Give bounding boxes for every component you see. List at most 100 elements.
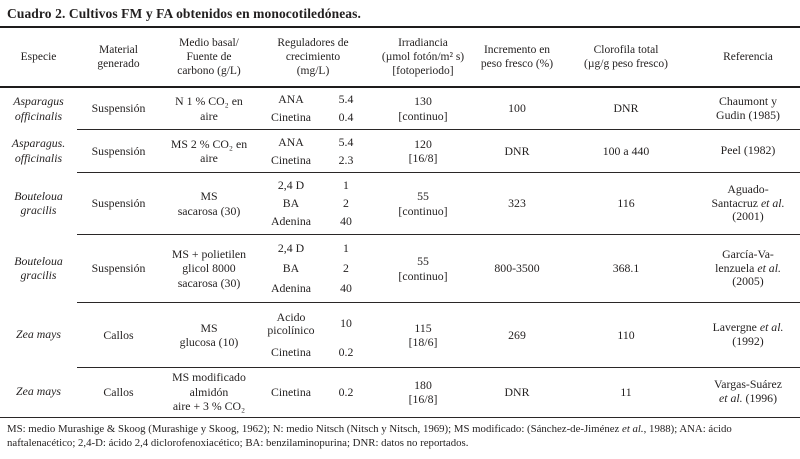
clorofila-cell: 11: [620, 384, 632, 399]
regulator-name: Cinetina: [271, 384, 311, 399]
reguladores-cell: ANA 5.4 Cinetina 0.4: [258, 88, 368, 129]
material-cell: Suspensión: [91, 101, 146, 116]
regulator-entry: Cinetina 0.2: [258, 346, 368, 359]
table-row: Asparagus. officinalis Suspensión MS 2 %…: [0, 129, 800, 172]
regulator-value: 1: [343, 240, 349, 255]
medio-cell: MS sacarosa (30): [177, 189, 241, 218]
row-data-cells: Callos MS modificado almidón aire + 3 % …: [77, 367, 800, 416]
incremento-cell: DNR: [504, 384, 530, 399]
medio-cell: MS modificado almidón aire + 3 % CO₂: [172, 370, 246, 414]
regulator-value: 2: [343, 196, 349, 210]
reguladores-cell: 2,4 D 1 BA 2 Adenina 40: [258, 173, 368, 234]
table-row: Bouteloua gracilis Suspensión MS + polie…: [0, 234, 800, 302]
regulator-name: Adenina: [271, 281, 311, 296]
regulator-entry: Cinetina 0.2: [258, 384, 368, 399]
row-data-cells: Suspensión MS 2 % CO₂ en aire ANA 5.4 Ci…: [77, 129, 800, 172]
reference-line: Chaumont y: [719, 93, 777, 108]
table-header-row: Especie Material generado Medio basal/ F…: [0, 28, 800, 88]
regulator-value: 5.4: [338, 92, 354, 107]
regulator-value: 5.4: [338, 134, 354, 149]
table-row: Bouteloua gracilis Suspensión MS sacaros…: [0, 172, 800, 234]
reference-line: Santacruz et al.: [711, 195, 785, 210]
medio-cell: MS glucosa (10): [179, 320, 239, 349]
material-cell: Suspensión: [91, 261, 146, 276]
clorofila-cell: 116: [617, 196, 635, 211]
reguladores-cell: Acido picolínico 10 Cinetina 0.2: [258, 303, 368, 367]
irradiancia-cell: 55 [continuo]: [398, 189, 448, 218]
material-cell: Suspensión: [91, 143, 146, 158]
regulator-name: Cinetina: [271, 152, 311, 167]
regulator-entry: ANA 5.4: [258, 93, 368, 106]
species-cell: Zea mays: [16, 384, 61, 399]
table-row: Zea mays Callos MS modificado almidón ai…: [0, 367, 800, 416]
header-especie: Especie: [20, 50, 57, 63]
regulator-value: 1: [343, 177, 349, 192]
clorofila-cell: 368.1: [612, 261, 640, 276]
regulator-value: 10: [340, 316, 352, 331]
clorofila-cell: 110: [617, 327, 635, 342]
material-cell: Callos: [103, 327, 134, 342]
regulator-entry: ANA 5.4: [258, 134, 368, 149]
material-cell: Callos: [103, 384, 134, 399]
regulator-entry: Adenina 40: [258, 215, 368, 228]
regulator-entry: BA 2: [258, 262, 368, 275]
irradiancia-cell: 180 [16/8]: [408, 377, 438, 406]
regulator-name: BA: [282, 261, 300, 275]
header-irradiancia: Irradiancia (µmol fotón/m² s) [fotoperio…: [381, 36, 465, 77]
regulator-value: 0.4: [338, 109, 354, 124]
regulator-name: Cinetina: [271, 109, 311, 124]
reguladores-cell: ANA 5.4 Cinetina 2.3: [258, 130, 368, 172]
regulator-value: 2.3: [338, 152, 354, 167]
incremento-cell: DNR: [504, 143, 530, 158]
clorofila-cell: 100 a 440: [602, 143, 650, 158]
header-reguladores: Reguladores de crecimiento (mg/L): [277, 36, 349, 77]
footnote-text: , 1988); ANA: ácido naftalenacético; 2,4…: [7, 423, 732, 450]
incremento-cell: 800-3500: [494, 261, 540, 276]
table-footnote: MS: medio Murashige & Skoog (Murashige y…: [0, 417, 800, 451]
regulator-name: ANA: [278, 92, 304, 107]
reguladores-cell: Cinetina 0.2: [258, 368, 368, 416]
regulator-name: Cinetina: [271, 345, 311, 360]
referencia-cell: Peel (1982): [696, 143, 800, 158]
reference-line: Gudin (1985): [716, 107, 780, 122]
incremento-cell: 323: [508, 196, 526, 211]
incremento-cell: 100: [508, 101, 526, 116]
footnote-text: MS: medio Murashige & Skoog (Murashige y…: [7, 423, 623, 435]
header-incremento: Incremento en peso fresco (%): [480, 43, 554, 70]
reguladores-cell: 2,4 D 1 BA 2 Adenina 40: [258, 235, 368, 302]
row-data-cells: Suspensión MS sacarosa (30) 2,4 D 1 BA 2…: [77, 172, 800, 234]
row-data-cells: Callos MS glucosa (10) Acido picolínico …: [77, 302, 800, 367]
irradiancia-cell: 130 [continuo]: [398, 94, 448, 123]
species-cell: Zea mays: [16, 327, 61, 342]
table-caption-bar: Cuadro 2. Cultivos FM y FA obtenidos en …: [0, 0, 800, 28]
header-clorofila: Clorofila total (µg/g peso fresco): [584, 43, 668, 70]
reference-line: Aguado-: [727, 181, 769, 196]
irradiancia-cell: 115 [18/6]: [408, 320, 438, 349]
header-medio-basal: Medio basal/ Fuente de carbono (g/L): [177, 36, 241, 77]
species-cell: Bouteloua gracilis: [14, 253, 63, 282]
reference-line: García-Va-: [722, 246, 774, 261]
regulator-name: BA: [282, 196, 300, 210]
regulator-entry: 2,4 D 1: [258, 177, 368, 192]
reference-line: (2001): [732, 209, 764, 224]
species-cell: Bouteloua gracilis: [14, 188, 63, 217]
medio-cell: N 1 % CO₂ en aire: [175, 94, 243, 123]
regulator-value: 0.2: [338, 384, 354, 399]
referencia-cell: Vargas-Suárez et al. (1996): [696, 377, 800, 406]
reference-line: Lavergne et al.: [712, 320, 784, 335]
regulator-value: 40: [340, 214, 352, 229]
material-cell: Suspensión: [91, 196, 146, 211]
table-row: Zea mays Callos MS glucosa (10) Acido pi…: [0, 302, 800, 367]
clorofila-cell: DNR: [613, 101, 639, 116]
regulator-value: 2: [343, 261, 349, 275]
row-data-cells: Suspensión N 1 % CO₂ en aire ANA 5.4 Cin…: [77, 88, 800, 129]
medio-cell: MS + polietilen glicol 8000 sacarosa (30…: [171, 246, 247, 290]
table-caption: Cuadro 2. Cultivos FM y FA obtenidos en …: [7, 6, 361, 21]
incremento-cell: 269: [508, 327, 526, 342]
reference-line: Peel (1982): [720, 143, 776, 158]
referencia-cell: Lavergne et al. (1992): [696, 320, 800, 349]
reference-line: et al. (1996): [719, 391, 777, 405]
referencia-cell: García-Va- lenzuela et al. (2005): [696, 246, 800, 290]
regulator-entry: 2,4 D 1: [258, 240, 368, 255]
